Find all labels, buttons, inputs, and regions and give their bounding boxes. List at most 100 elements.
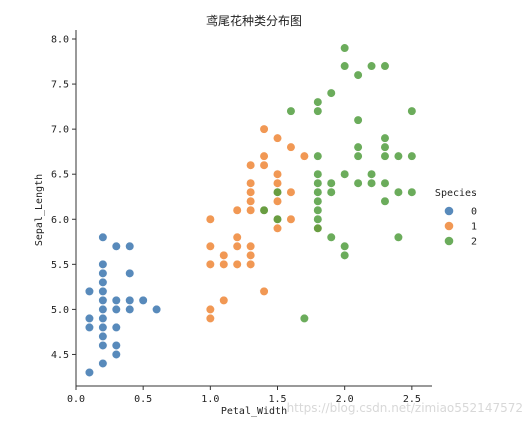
data-point-species-1: [246, 259, 256, 269]
data-point-species-2: [340, 169, 350, 179]
data-point-species-2: [353, 142, 363, 152]
y-tick-label: 8.0: [51, 35, 69, 46]
data-point-species-2: [353, 115, 363, 125]
x-tick-label: 2.5: [403, 394, 421, 405]
data-point-species-2: [353, 178, 363, 188]
data-point-species-1: [219, 259, 229, 269]
data-point-species-0: [84, 322, 95, 333]
x-tick-label: 0.0: [67, 394, 85, 405]
data-point-species-2: [313, 97, 323, 107]
y-tick-label: 6.5: [51, 170, 69, 181]
data-point-species-0: [125, 268, 135, 278]
data-point-species-0: [98, 259, 108, 269]
data-point-species-2: [326, 232, 336, 242]
data-point-species-2: [340, 250, 350, 260]
data-point-species-2: [313, 196, 323, 206]
data-point-species-2: [313, 214, 323, 224]
data-point-species-1: [286, 187, 296, 197]
data-point-species-2: [366, 61, 377, 71]
data-point-species-2: [340, 43, 350, 53]
data-point-species-1: [205, 259, 215, 269]
data-point-species-2: [393, 187, 404, 197]
x-axis-title: Petal_Width: [221, 406, 287, 417]
data-point-species-1: [272, 178, 283, 188]
data-point-species-2: [313, 187, 323, 197]
y-tick-label: 7.5: [51, 80, 69, 91]
data-point-species-2: [407, 106, 417, 116]
y-tick-label: 6.0: [51, 215, 69, 226]
data-point-species-2: [286, 106, 296, 116]
legend-marker-1: [444, 221, 454, 231]
x-tick-label: 1.0: [201, 394, 219, 405]
data-point-species-2: [272, 187, 283, 197]
data-point-species-2: [380, 142, 390, 152]
data-point-species-2: [299, 313, 309, 324]
points-layer: [84, 43, 417, 378]
data-point-species-2: [313, 223, 323, 233]
data-point-species-2: [393, 151, 404, 161]
data-point-species-1: [205, 313, 215, 324]
data-point-species-0: [84, 286, 95, 296]
data-point-species-2: [380, 61, 390, 71]
x-ticks: 0.0 0.5 1.0 1.5 2.0 2.5: [67, 386, 421, 405]
data-point-species-1: [272, 169, 283, 179]
data-point-species-1: [246, 187, 256, 197]
data-point-species-0: [125, 295, 135, 305]
data-point-species-1: [232, 232, 242, 242]
data-point-species-0: [98, 268, 108, 278]
data-point-species-1: [232, 205, 242, 215]
legend-marker-2: [444, 236, 454, 246]
data-point-species-2: [407, 187, 417, 197]
data-point-species-0: [111, 295, 121, 305]
data-point-species-0: [98, 295, 108, 305]
data-point-species-2: [393, 232, 404, 242]
data-point-species-2: [313, 151, 323, 161]
data-point-species-0: [98, 304, 108, 314]
legend-title: Species: [435, 188, 477, 199]
data-point-species-2: [272, 214, 283, 224]
y-axis-title: Sepal_Length: [34, 174, 45, 246]
legend-items: 0 1 2: [444, 206, 477, 248]
data-point-species-1: [205, 214, 215, 224]
data-point-species-1: [205, 241, 215, 251]
data-point-species-2: [313, 169, 323, 179]
watermark: https://blog.csdn.net/zimiao552147572: [287, 401, 523, 415]
data-point-species-1: [246, 250, 256, 260]
data-point-species-1: [272, 223, 283, 233]
y-tick-label: 5.0: [51, 305, 69, 316]
data-point-species-0: [98, 322, 108, 333]
data-point-species-1: [259, 151, 269, 161]
data-point-species-1: [205, 304, 215, 314]
data-point-species-0: [111, 241, 121, 251]
data-point-species-2: [313, 106, 323, 116]
legend: Species 0 1 2: [435, 188, 477, 248]
data-point-species-0: [125, 241, 135, 251]
y-tick-label: 7.0: [51, 125, 69, 136]
y-tick-label: 4.5: [51, 350, 69, 361]
data-point-species-1: [286, 214, 296, 224]
legend-label-2: 2: [471, 237, 477, 248]
legend-marker-0: [444, 206, 454, 216]
data-point-species-2: [353, 70, 363, 80]
data-point-species-1: [232, 241, 242, 251]
data-point-species-2: [353, 151, 363, 161]
data-point-species-1: [246, 178, 256, 188]
data-point-species-1: [272, 133, 283, 143]
data-point-species-0: [84, 367, 95, 378]
data-point-species-2: [407, 151, 417, 161]
data-point-species-0: [111, 304, 121, 314]
data-point-species-1: [219, 295, 229, 305]
data-point-species-2: [326, 187, 336, 197]
data-point-species-1: [246, 205, 256, 215]
data-point-species-1: [219, 250, 229, 260]
data-point-species-0: [98, 232, 108, 242]
data-point-species-1: [272, 196, 283, 206]
data-point-species-0: [152, 304, 162, 314]
y-tick-label: 5.5: [51, 260, 69, 271]
data-point-species-2: [313, 205, 323, 215]
data-point-species-2: [366, 169, 377, 179]
data-point-species-0: [98, 277, 108, 287]
legend-label-1: 1: [471, 222, 477, 233]
legend-label-0: 0: [471, 207, 477, 218]
data-point-species-1: [232, 259, 242, 269]
